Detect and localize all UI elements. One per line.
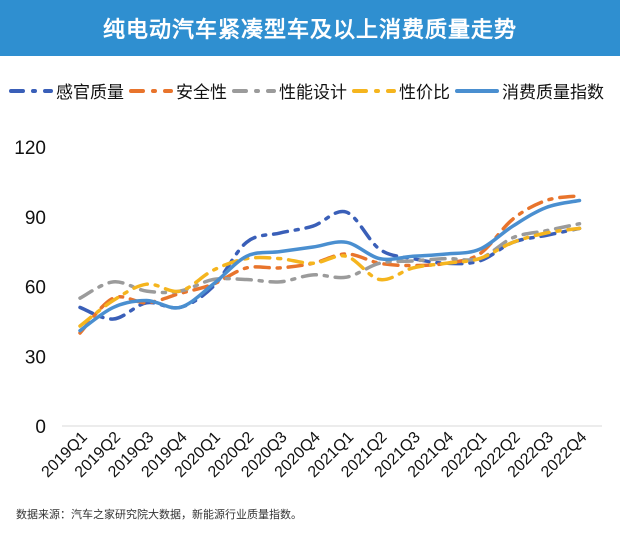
- y-tick-label: 0: [35, 417, 46, 438]
- y-tick-label: 90: [25, 208, 46, 229]
- series-line-4: [78, 198, 582, 333]
- series-line-3: [78, 226, 582, 328]
- series-line-2: [78, 221, 582, 300]
- legend-swatch: [129, 88, 173, 93]
- y-tick-label: 30: [25, 347, 46, 368]
- legend-item: 性价比: [351, 78, 450, 103]
- legend-label: 性能设计: [279, 83, 347, 103]
- y-tick-label: 120: [14, 138, 46, 159]
- legend-label: 消费质量指数: [502, 83, 604, 103]
- legend-item: 感官质量: [8, 78, 124, 103]
- legend-item: 性能设计: [231, 78, 347, 103]
- legend-label: 性价比: [399, 83, 450, 103]
- legend-item: 消费质量指数: [454, 78, 604, 103]
- legend-swatch: [232, 88, 276, 93]
- legend-swatch: [352, 88, 396, 93]
- y-tick-label: 60: [25, 278, 46, 299]
- legend-label: 感官质量: [56, 83, 124, 103]
- chart-title: 纯电动汽车紧凑型车及以上消费质量走势: [0, 0, 620, 56]
- legend-label: 安全性: [176, 83, 227, 103]
- legend-item: 安全性: [128, 78, 227, 103]
- legend: 感官质量 安全性 性能设计 性价比 消费质量指数: [8, 78, 608, 103]
- legend-swatch: [9, 88, 53, 93]
- source-note: 数据来源：汽车之家研究院大数据，新能源行业质量指数。: [16, 508, 302, 521]
- legend-swatch: [455, 88, 499, 93]
